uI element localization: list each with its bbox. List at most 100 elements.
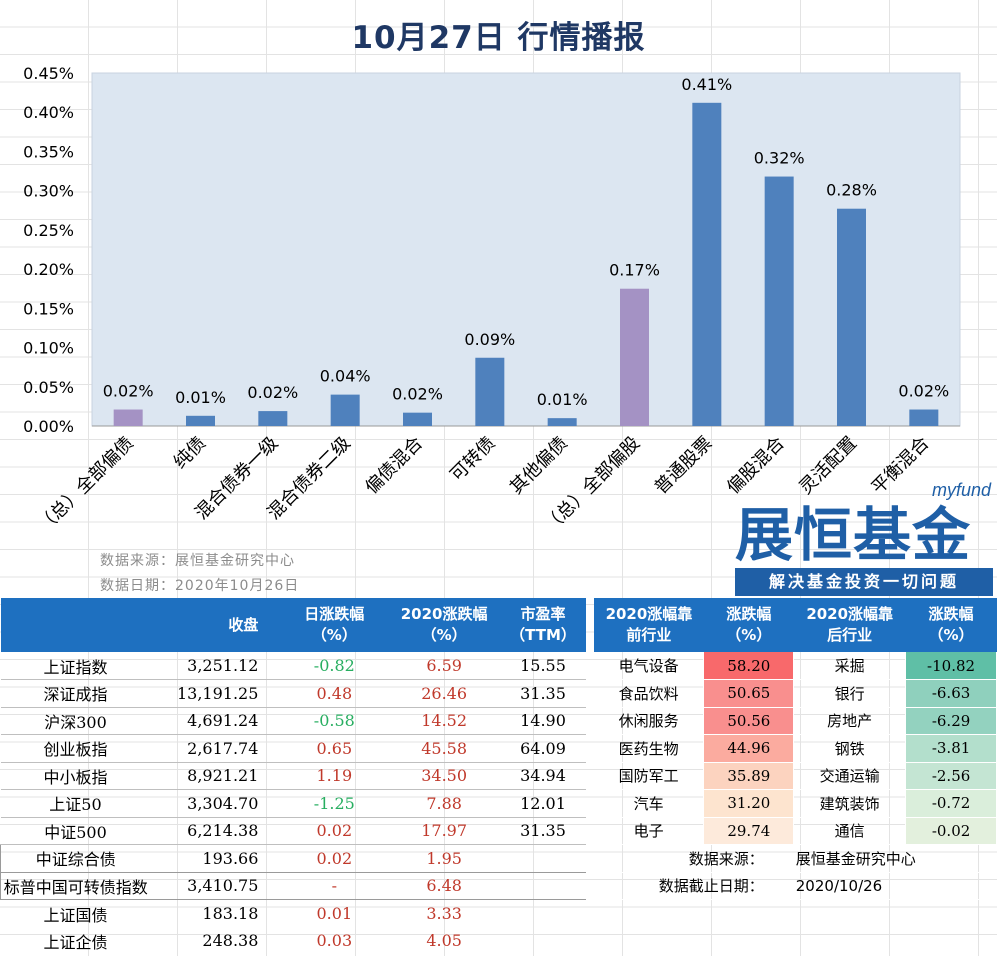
top-industry-change: 58.20 — [703, 652, 795, 680]
industry-source-row: 数据来源： 展恒基金研究中心 — [594, 844, 997, 873]
index-pe — [500, 900, 586, 928]
bar — [837, 208, 866, 426]
bottom-industry-change: -3.81 — [905, 734, 997, 763]
logo-main-text: 展恒基金 — [735, 501, 972, 569]
index-row: 上证国债 183.18 0.01 3.33 — [1, 900, 587, 928]
y-tick-label: 0.30% — [23, 182, 74, 201]
top-industry-name: 电气设备 — [594, 652, 705, 680]
x-tick-group: 普通股票 — [651, 433, 717, 499]
data-label: 0.01% — [175, 388, 226, 407]
index-pe: 14.90 — [500, 707, 586, 735]
y-tick-label: 0.05% — [23, 378, 74, 397]
index-daily-change: 0.02 — [280, 844, 389, 873]
index-close: 13,191.25 — [150, 679, 281, 708]
index-daily-change: -0.82 — [280, 652, 389, 680]
index-ytd-change: 6.48 — [388, 872, 501, 900]
bottom-industry-change: -0.02 — [905, 817, 997, 845]
bar — [258, 411, 288, 426]
header-close: 收盘 — [150, 598, 281, 652]
chart-date-note: 数据日期：2020年10月26日 — [100, 578, 300, 594]
bar — [547, 418, 577, 426]
top-industry-name: 医药生物 — [594, 734, 705, 763]
industry-date-row: 数据截止日期： 2020/10/26 — [594, 872, 997, 900]
header-bottom-change: 涨跌幅 （%） — [905, 598, 997, 652]
index-daily-change: 0.65 — [280, 734, 389, 763]
bar — [113, 409, 143, 426]
data-label: 0.28% — [826, 181, 877, 200]
index-close: 193.66 — [150, 844, 281, 873]
index-row: 标普中国可转债指数 3,410.75-6.48 — [0, 872, 586, 900]
top-industry-name: 食品饮料 — [594, 679, 705, 708]
data-label: 0.17% — [609, 261, 660, 280]
bar-chart: 0.00% 0.05% 0.10% 0.15% 0.20% 0.25% 0.30% 0.35%… — [23, 64, 961, 537]
industry-row: 汽车 31.20 建筑装饰 -0.72 — [594, 789, 997, 818]
index-close: 3,304.70 — [150, 789, 281, 818]
index-pe: 31.35 — [500, 679, 586, 708]
data-label: 0.41% — [681, 75, 732, 94]
top-industry-name: 电子 — [594, 817, 705, 845]
index-name: 沪深300 — [0, 707, 151, 735]
industry-row: 电子 29.74 通信 -0.02 — [594, 817, 997, 845]
top-industry-change: 50.65 — [703, 679, 795, 708]
page-title: 10月27日 行情播报 — [351, 20, 646, 56]
index-row: 中小板指 8,921.21 1.19 34.50 34.94 — [0, 762, 586, 790]
index-pe: 64.09 — [500, 734, 586, 763]
bottom-industry-name: 采掘 — [793, 652, 907, 680]
index-row: 上证企债 248.38 0.03 4.05 — [1, 927, 587, 955]
index-close: 8,921.21 — [150, 762, 281, 790]
industry-source-label: 数据来源： — [594, 844, 794, 873]
bottom-industry-change: -6.29 — [905, 707, 997, 735]
data-label: 0.32% — [754, 149, 805, 168]
data-label: 0.02% — [392, 385, 443, 404]
bottom-industry-name: 银行 — [793, 679, 907, 708]
index-row: 中证500 6,214.38 0.02 17.97 31.35 — [0, 817, 586, 845]
bottom-industry-name: 房地产 — [793, 707, 907, 735]
data-label: 0.02% — [898, 382, 949, 401]
x-tick-label: 普通股票 — [651, 433, 717, 499]
index-close: 248.38 — [202, 931, 259, 951]
index-row: 深证成指 13,191.25 0.48 26.46 31.35 — [0, 679, 586, 708]
industry-table: 2020涨幅靠 前行业 涨跌幅 （%） 2020涨幅靠 后行业 涨跌幅 （%） 电气设备… — [594, 598, 997, 900]
industry-date-label: 数据截止日期： — [594, 872, 794, 900]
index-pe: 34.94 — [500, 762, 586, 790]
bottom-industry-name: 交通运输 — [793, 762, 907, 790]
industry-row: 电气设备 58.20 采掘 -10.82 — [594, 652, 997, 680]
industry-row: 医药生物 44.96 钢铁 -3.81 — [594, 734, 997, 763]
bottom-industry-name: 通信 — [793, 817, 907, 845]
top-industry-change: 35.89 — [703, 762, 795, 790]
header-name — [0, 598, 151, 652]
header-ytd-change: 2020涨跌幅 （%） — [388, 598, 501, 652]
top-industry-change: 50.56 — [703, 707, 795, 735]
index-daily-change: -1.25 — [280, 789, 389, 818]
index-ytd-change: 34.50 — [388, 762, 501, 790]
industry-date-value: 2020/10/26 — [793, 872, 997, 900]
industry-row: 国防军工 35.89 交通运输 -2.56 — [594, 762, 997, 790]
index-row: 上证指数 3,251.12 -0.82 6.59 15.55 — [0, 652, 586, 680]
logo-small-text: myfund — [931, 480, 991, 500]
x-tick-label: 偏债混合 — [361, 433, 427, 499]
index-name: 创业板指 — [0, 734, 151, 763]
index-name: 上证指数 — [0, 652, 151, 680]
bar — [909, 409, 939, 426]
index-close: 2,617.74 — [150, 734, 281, 763]
y-tick-label: 0.40% — [23, 103, 74, 122]
index-ytd-change: 14.52 — [388, 707, 501, 735]
index-ytd-change: 45.58 — [388, 734, 501, 763]
data-label: 0.02% — [103, 382, 154, 401]
logo-slogan: 解决基金投资一切问题 — [735, 568, 993, 596]
index-ytd-change: 1.95 — [388, 844, 501, 873]
data-label: 0.04% — [320, 367, 371, 386]
industry-row: 食品饮料 50.65 银行 -6.63 — [594, 679, 997, 708]
data-label: 0.01% — [537, 390, 588, 409]
index-name: 上证国债 — [43, 905, 108, 925]
x-tick-label: 其他偏债 — [506, 433, 572, 499]
company-logo: myfund 展恒基金 解决基金投资一切问题 — [733, 480, 995, 598]
index-name: 标普中国可转债指数 — [0, 872, 151, 900]
index-pe: 31.35 — [500, 817, 586, 845]
bottom-industry-name: 钢铁 — [793, 734, 907, 763]
y-tick-label: 0.35% — [23, 142, 74, 161]
index-daily-change: -0.58 — [280, 707, 389, 735]
bottom-industry-change: -10.82 — [905, 652, 997, 680]
top-industry-name: 休闲服务 — [594, 707, 705, 735]
top-industry-change: 44.96 — [703, 734, 795, 763]
